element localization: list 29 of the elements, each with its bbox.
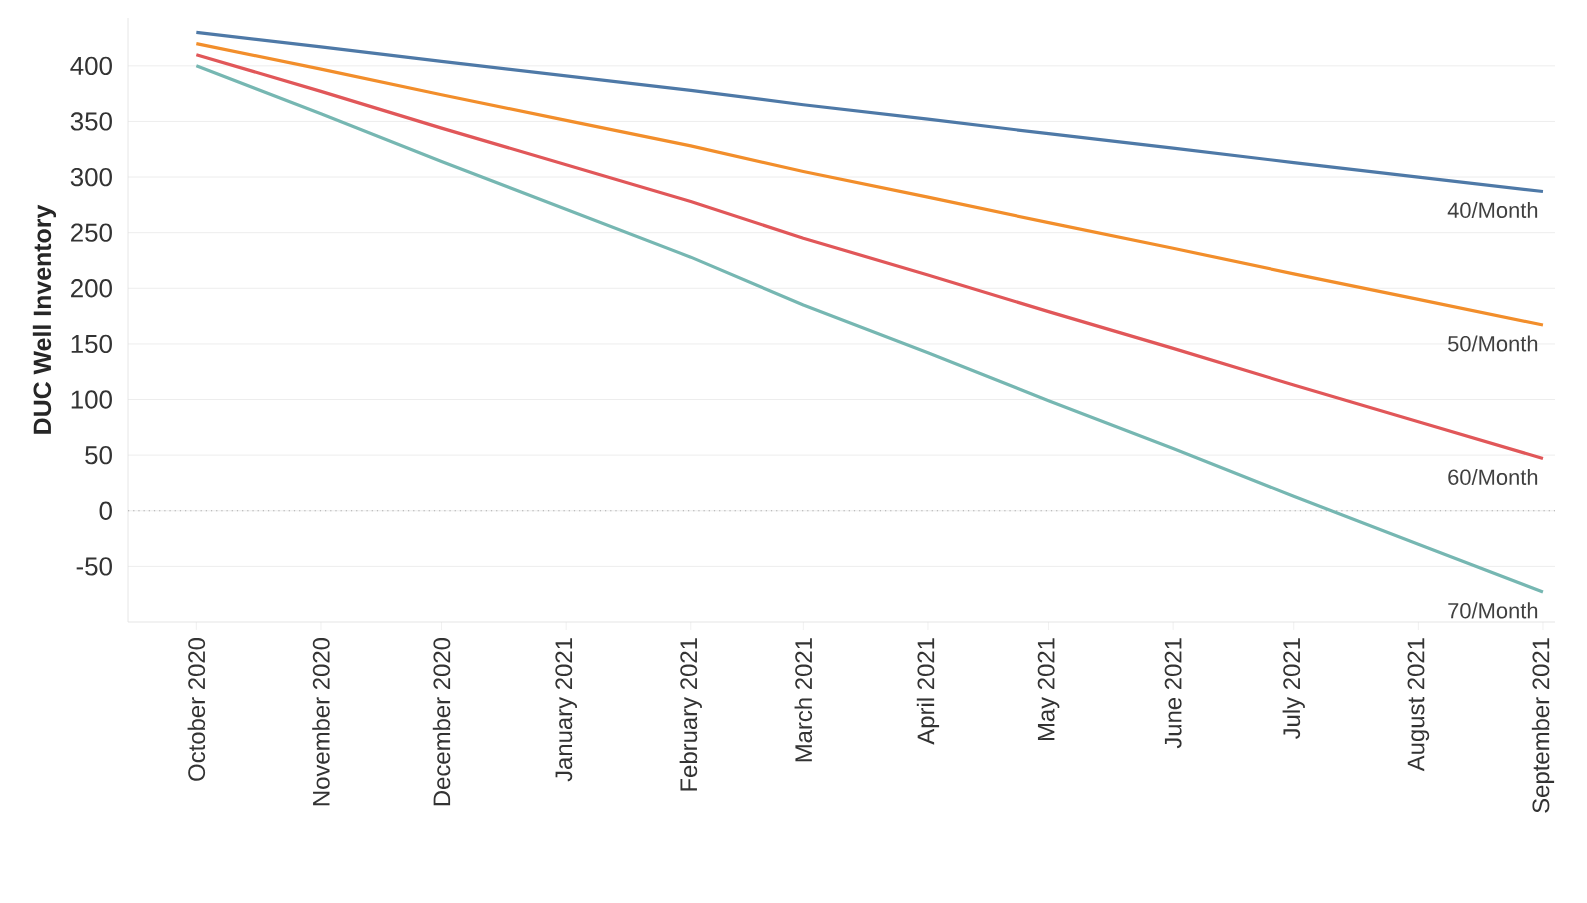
- y-tick-label: 0: [99, 501, 112, 520]
- y-tick-label: 100: [71, 390, 112, 409]
- x-tick-label: December 2020: [432, 638, 451, 806]
- line-series: [194, 53, 1545, 461]
- x-tick-label: March 2021: [794, 638, 813, 762]
- series-label: 70/Month: [1448, 602, 1538, 619]
- series-label: 40/Month: [1447, 201, 1538, 219]
- x-tick-label: May 2021: [1037, 638, 1060, 741]
- x-tick-label: September 2021: [1531, 638, 1555, 813]
- y-axis-title: DUC Well Inventory: [32, 204, 57, 434]
- x-tick-label: November 2020: [312, 638, 330, 806]
- y-tick-label: 250: [71, 223, 112, 242]
- x-tick-label: February 2021: [679, 638, 702, 791]
- y-tick-label: 200: [71, 279, 112, 298]
- y-tick-label: 400: [70, 56, 112, 75]
- x-tick-label: April 2021: [916, 638, 940, 745]
- x-tick-label: August 2021: [1407, 638, 1430, 772]
- y-tick-label: 300: [70, 167, 112, 187]
- x-tick-label: July 2021: [1282, 638, 1305, 740]
- y-tick-label: 150: [71, 334, 112, 354]
- line-series: [194, 41, 1545, 327]
- series-label: 50/Month: [1448, 335, 1538, 352]
- x-tick-label: June 2021: [1164, 638, 1182, 749]
- x-tick-label: January 2021: [555, 638, 577, 782]
- y-tick-label: -50: [76, 557, 112, 576]
- series-label: 60/Month: [1448, 468, 1538, 485]
- y-tick-label: 350: [70, 112, 112, 131]
- x-tick-label: October 2020: [187, 638, 206, 781]
- y-tick-label: 50: [85, 445, 112, 465]
